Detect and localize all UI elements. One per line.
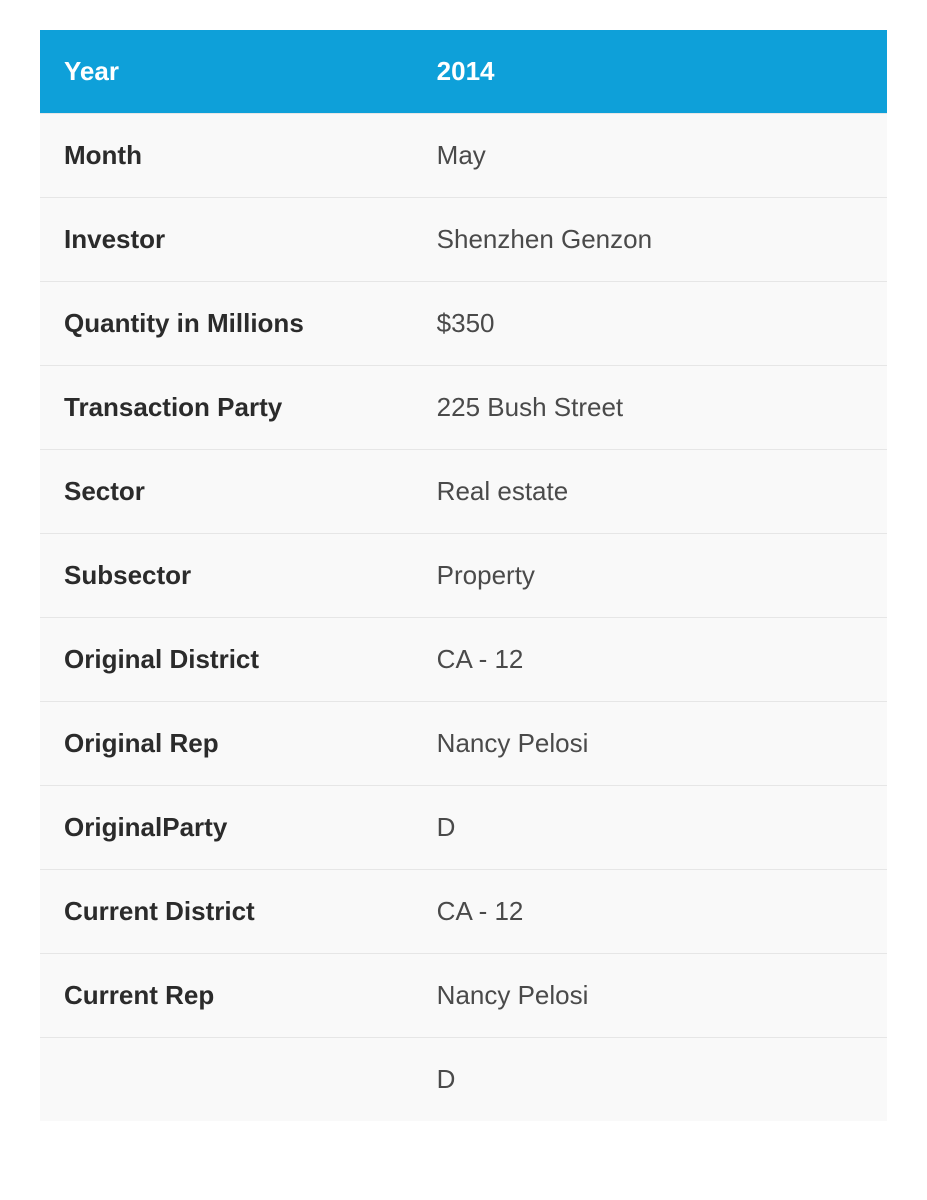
table-row: Transaction Party 225 Bush Street bbox=[40, 366, 887, 450]
row-value: CA - 12 bbox=[413, 870, 887, 954]
table-row: Current Rep Nancy Pelosi bbox=[40, 954, 887, 1038]
table-row: Month May bbox=[40, 114, 887, 198]
row-value: Property bbox=[413, 534, 887, 618]
row-label: Original District bbox=[40, 618, 413, 702]
row-value: Nancy Pelosi bbox=[413, 702, 887, 786]
row-value: D bbox=[413, 1038, 887, 1122]
table-row: Current District CA - 12 bbox=[40, 870, 887, 954]
table-row: D bbox=[40, 1038, 887, 1122]
row-label bbox=[40, 1038, 413, 1122]
table-row: Original Rep Nancy Pelosi bbox=[40, 702, 887, 786]
row-label: Sector bbox=[40, 450, 413, 534]
header-value: 2014 bbox=[413, 30, 887, 114]
table-row: OriginalParty D bbox=[40, 786, 887, 870]
table-header-row: Year 2014 bbox=[40, 30, 887, 114]
table-row: Original District CA - 12 bbox=[40, 618, 887, 702]
row-value: Nancy Pelosi bbox=[413, 954, 887, 1038]
row-value: 225 Bush Street bbox=[413, 366, 887, 450]
row-label: Current Rep bbox=[40, 954, 413, 1038]
row-label: Investor bbox=[40, 198, 413, 282]
data-table: Year 2014 Month May Investor Shenzhen Ge… bbox=[40, 30, 887, 1121]
table-row: Subsector Property bbox=[40, 534, 887, 618]
row-value: CA - 12 bbox=[413, 618, 887, 702]
row-label: Quantity in Millions bbox=[40, 282, 413, 366]
row-label: OriginalParty bbox=[40, 786, 413, 870]
row-value: Shenzhen Genzon bbox=[413, 198, 887, 282]
row-label: Original Rep bbox=[40, 702, 413, 786]
row-label: Transaction Party bbox=[40, 366, 413, 450]
table-row: Quantity in Millions $350 bbox=[40, 282, 887, 366]
row-value: May bbox=[413, 114, 887, 198]
header-label: Year bbox=[40, 30, 413, 114]
row-value: $350 bbox=[413, 282, 887, 366]
row-label: Month bbox=[40, 114, 413, 198]
row-label: Subsector bbox=[40, 534, 413, 618]
row-value: D bbox=[413, 786, 887, 870]
data-table-container: Year 2014 Month May Investor Shenzhen Ge… bbox=[0, 0, 927, 1151]
row-value: Real estate bbox=[413, 450, 887, 534]
table-row: Investor Shenzhen Genzon bbox=[40, 198, 887, 282]
row-label: Current District bbox=[40, 870, 413, 954]
table-row: Sector Real estate bbox=[40, 450, 887, 534]
